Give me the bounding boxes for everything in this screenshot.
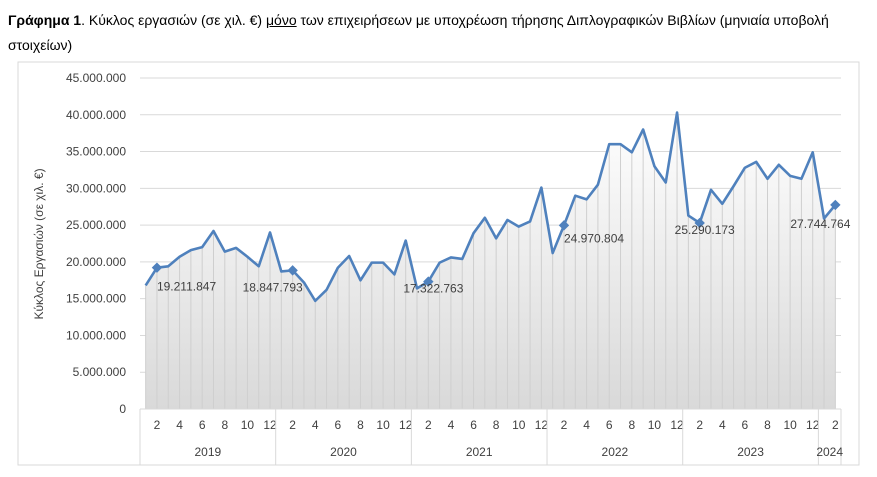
x-month-label: 2 <box>154 418 161 432</box>
x-month-label: 4 <box>176 418 183 432</box>
x-month-label: 8 <box>493 418 500 432</box>
x-month-label: 6 <box>742 418 749 432</box>
y-axis-ticks: 0 5.000.000 10.000.000 15.000.000 20.000.000… <box>66 71 126 416</box>
x-month-label: 10 <box>512 418 526 432</box>
y-axis-label: Κύκλος Εργασιών (σε χιλ. €) <box>32 168 46 319</box>
data-label: 24.970.804 <box>564 231 624 245</box>
x-month-label: 10 <box>648 418 662 432</box>
data-label: 17.322.763 <box>403 282 463 296</box>
x-month-label: 6 <box>606 418 613 432</box>
x-month-label: 10 <box>783 418 797 432</box>
data-marker <box>423 276 434 287</box>
chart-caption: Γράφημα 1. Κύκλος εργασιών (σε χιλ. €) μ… <box>8 8 870 58</box>
series-markers: 19.211.847 18.847.793 17.322.763 24.970.804… <box>151 199 851 296</box>
x-year-label: 2022 <box>602 445 629 459</box>
y-tick-label: 15.000.000 <box>66 292 126 306</box>
y-tick-label: 25.000.000 <box>66 218 126 232</box>
x-month-label: 2 <box>696 418 703 432</box>
x-year-label: 2019 <box>194 445 221 459</box>
x-year-label: 2024 <box>816 445 843 459</box>
y-tick-label: 20.000.000 <box>66 255 126 269</box>
x-month-label: 6 <box>199 418 206 432</box>
series-line-path <box>144 111 837 303</box>
y-tick-label: 35.000.000 <box>66 145 126 159</box>
data-marker <box>558 220 570 231</box>
series-area <box>145 112 836 410</box>
data-marker <box>287 265 298 276</box>
caption-prefix: Γράφημα 1 <box>8 12 82 28</box>
x-month-label: 12 <box>670 418 684 432</box>
x-month-label: 8 <box>764 418 771 432</box>
data-label: 19.211.847 <box>157 280 216 294</box>
y-tick-label: 10.000.000 <box>66 328 126 342</box>
x-month-label: 10 <box>376 418 390 432</box>
x-month-label: 12 <box>263 418 277 432</box>
x-month-label: 6 <box>335 418 342 432</box>
data-marker <box>830 199 841 211</box>
data-label: 25.290.173 <box>675 223 735 237</box>
x-month-label: 8 <box>221 418 228 432</box>
data-label: 27.744.764 <box>790 217 850 231</box>
x-axis: 2 4 6 8 10 12 2019 2 4 6 8 10 12 2020 2 4 6 8 10 12 2021 2 4 6 8… <box>139 408 843 465</box>
caption-emphasis: μόνο <box>265 12 297 28</box>
x-month-label: 2 <box>425 418 432 432</box>
x-month-label: 2 <box>561 418 568 432</box>
data-marker <box>151 262 163 273</box>
x-year-label: 2020 <box>330 445 357 459</box>
x-month-label: 8 <box>357 418 364 432</box>
y-tick-label: 0 <box>119 402 126 416</box>
data-marker <box>694 217 705 229</box>
x-month-label: 4 <box>583 418 590 432</box>
x-month-label: 12 <box>399 418 413 432</box>
area-fill <box>145 112 836 410</box>
x-month-label: 10 <box>241 418 255 432</box>
y-tick-label: 40.000.000 <box>66 108 126 122</box>
x-month-label: 2 <box>289 418 296 432</box>
caption-text-1: . Κύκλος εργασιών (σε χιλ. €) <box>81 12 266 28</box>
x-month-label: 4 <box>448 418 455 432</box>
y-tick-label: 5.000.000 <box>73 365 127 379</box>
x-month-label: 4 <box>312 418 319 432</box>
x-year-label: 2021 <box>466 445 493 459</box>
x-month-label: 4 <box>719 418 726 432</box>
y-tick-label: 45.000.000 <box>66 71 126 85</box>
x-month-label: 12 <box>806 418 820 432</box>
data-label: 18.847.793 <box>243 280 303 294</box>
x-month-label: 2 <box>832 418 839 432</box>
y-tick-label: 30.000.000 <box>66 181 126 195</box>
x-year-label: 2023 <box>737 445 764 459</box>
x-month-label: 12 <box>535 418 549 432</box>
x-month-label: 6 <box>470 418 477 432</box>
series-line <box>144 111 837 303</box>
x-month-label: 8 <box>628 418 635 432</box>
chart-border <box>17 61 860 466</box>
caption-text-2: των επιχειρήσεων με υποχρέωση τήρησης Δι… <box>8 12 829 53</box>
